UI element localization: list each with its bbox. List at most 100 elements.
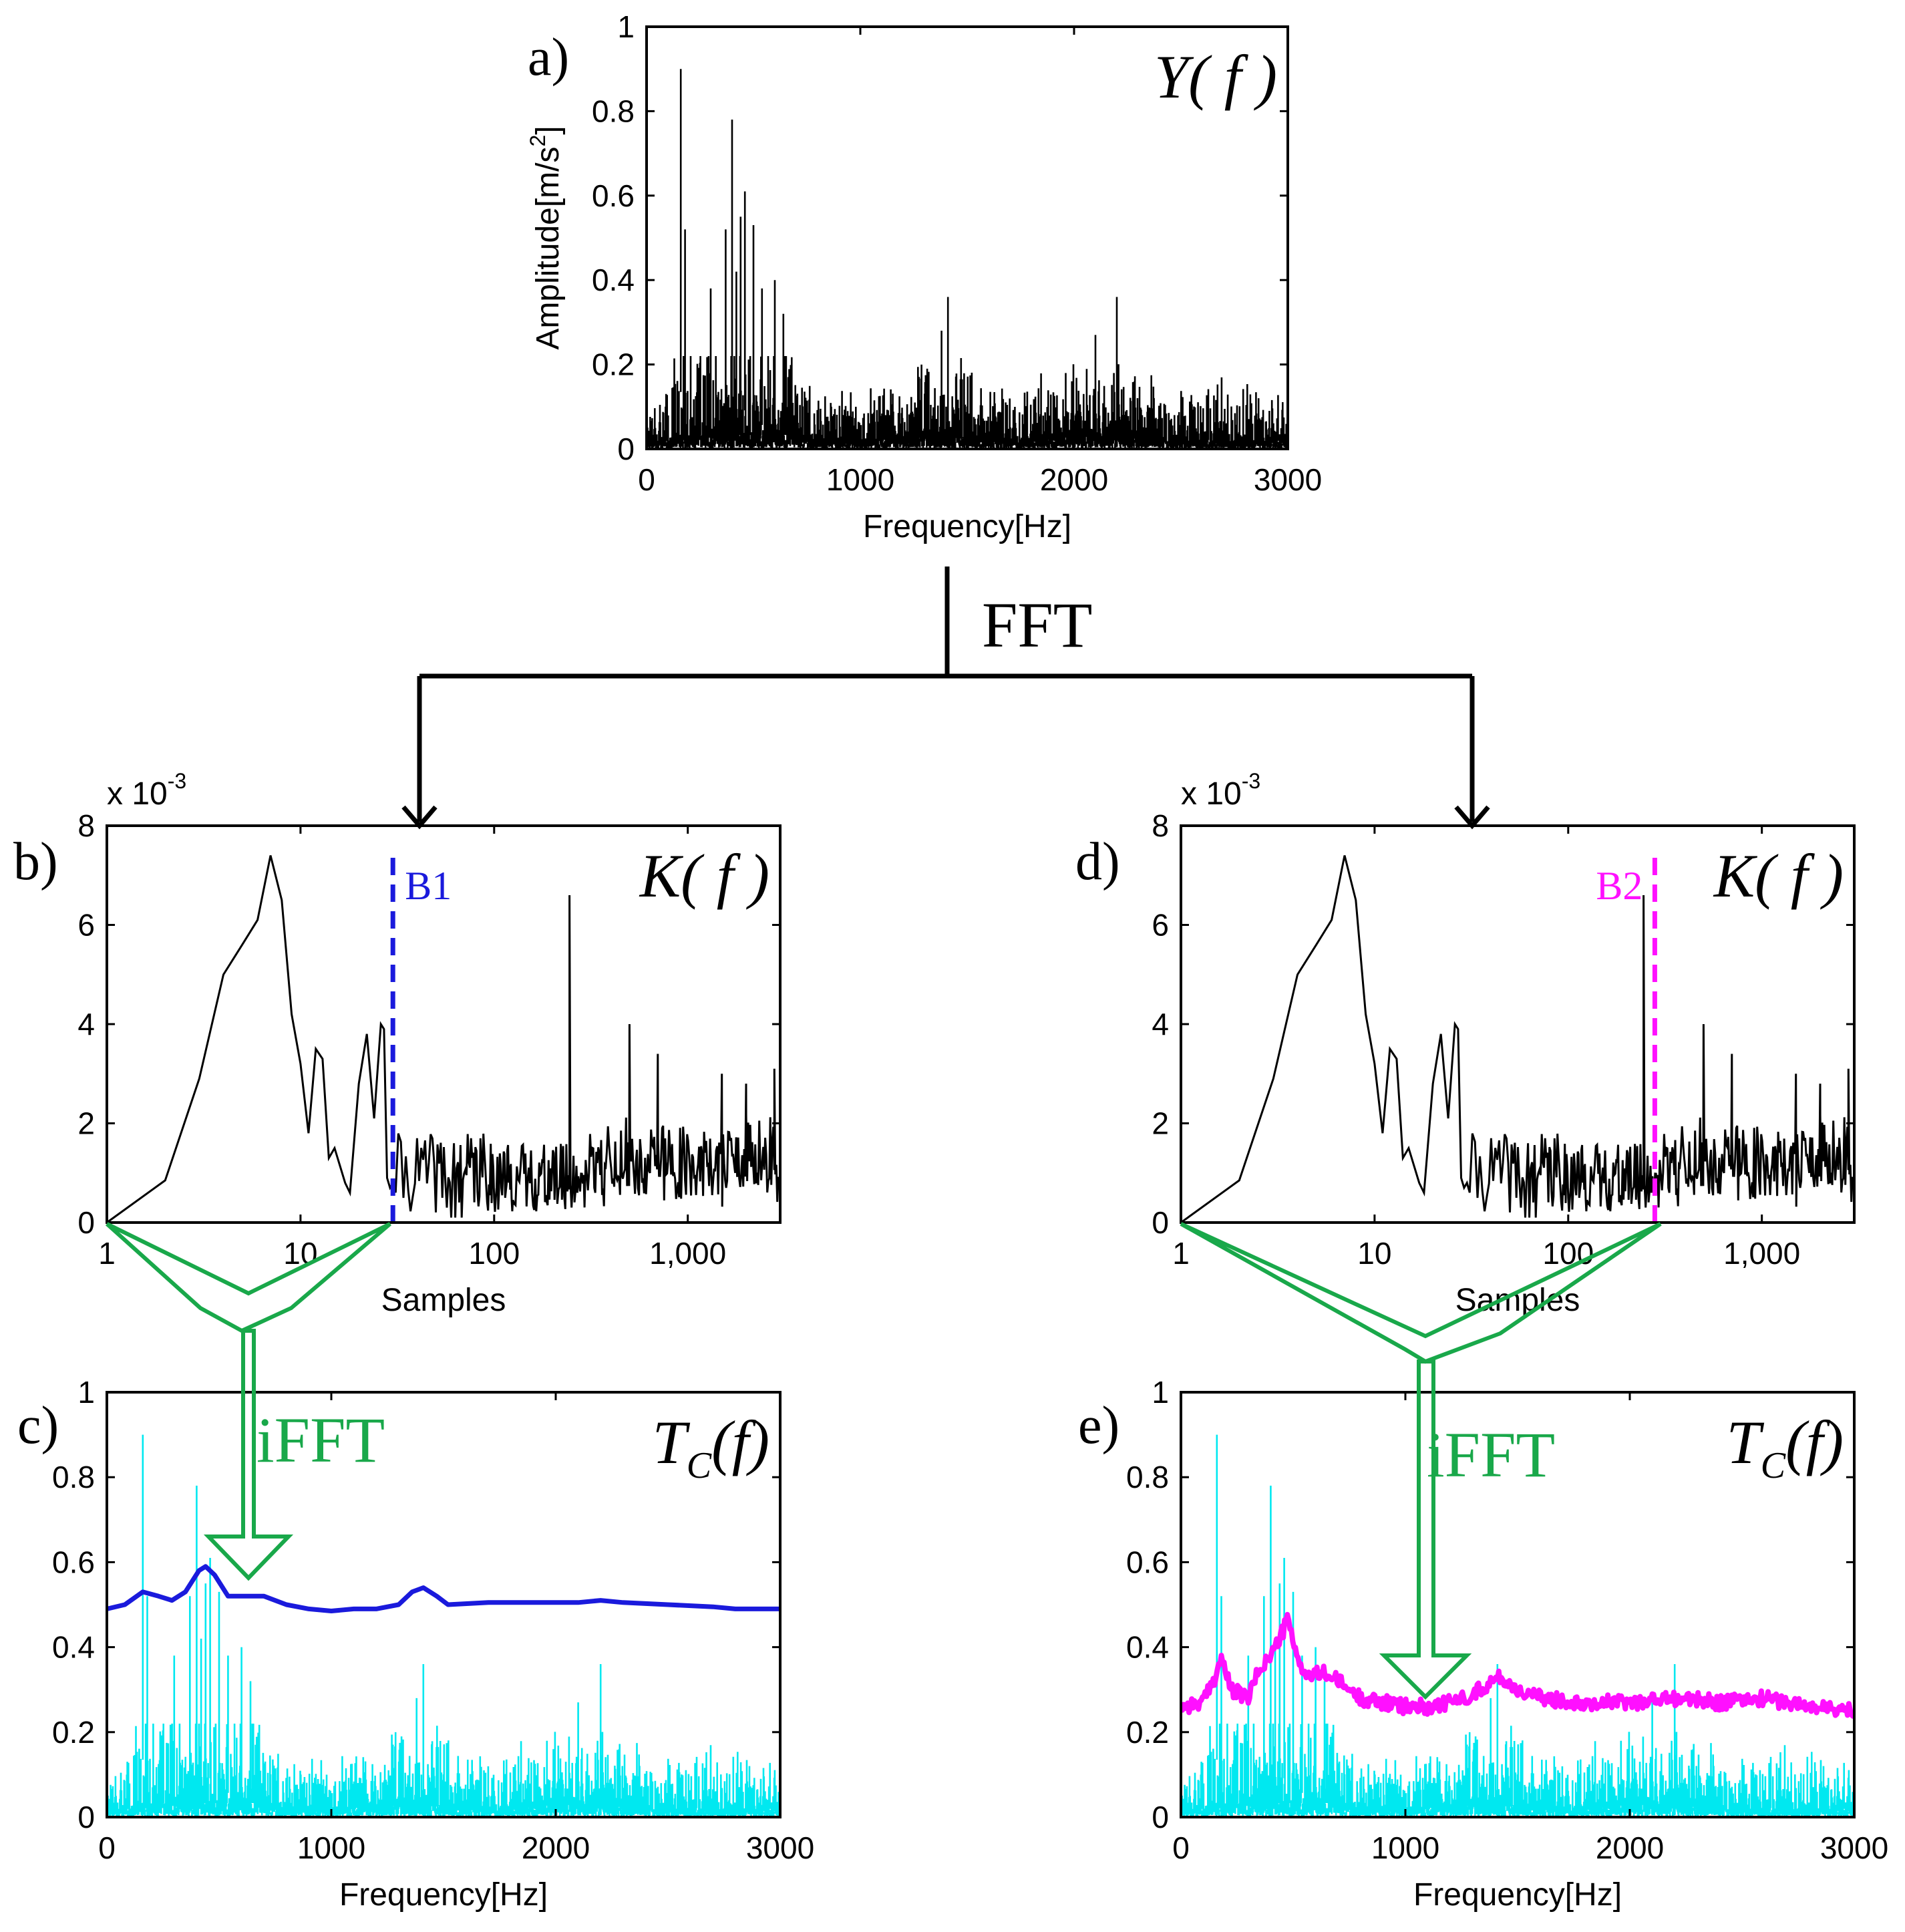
x-tick-label: 2000 (1596, 1830, 1664, 1865)
title-arg: (f) (1785, 1408, 1844, 1476)
kurtosis-series-line (1180, 855, 1856, 1224)
x-tick-label: 100 (468, 1236, 520, 1271)
y-multiplier-exponent: -3 (1242, 769, 1260, 793)
x-axis-label: Frequency[Hz] (863, 509, 1071, 544)
panel-math-title: TC(f) (653, 1408, 769, 1486)
title-subscript: C (1761, 1445, 1786, 1486)
ifft-funnel-right (1180, 1222, 1662, 1364)
y-tick-label: 6 (77, 908, 95, 943)
x-axis-label: Samples (381, 1283, 506, 1318)
title-arg: (f) (711, 1408, 769, 1476)
y-tick-label: 0.2 (592, 347, 635, 382)
x-tick-label: 3000 (746, 1830, 814, 1865)
y-tick-label: 1 (617, 9, 635, 44)
x-tick-label: 3000 (1254, 462, 1322, 497)
y-tick-label: 0.4 (592, 263, 635, 297)
y-tick-label: 6 (1152, 908, 1169, 943)
panel-label: b) (13, 832, 58, 891)
ifft-arrow-left (105, 1222, 391, 1581)
ifft-arrow-right (1180, 1222, 1662, 1700)
x-tick-label: 1000 (826, 462, 894, 497)
band-label: B1 (405, 864, 452, 908)
y-tick-label: 8 (77, 808, 95, 843)
panel-label: a) (528, 28, 569, 87)
ifft-shaft-right (1379, 1359, 1472, 1700)
y-tick-label: 0.6 (1126, 1545, 1169, 1579)
panel-math-title: TC(f) (1727, 1408, 1844, 1486)
x-axis-label: Frequency[Hz] (1413, 1877, 1622, 1913)
panel-math-title: K( f ) (639, 842, 769, 910)
y-tick-label: 0 (77, 1800, 95, 1834)
x-tick-label: 1 (98, 1236, 116, 1271)
y-tick-label: 0.8 (1126, 1460, 1169, 1494)
y-label-main: Amplitude[m/s (530, 147, 566, 350)
plot-frame (106, 1391, 782, 1818)
cyan-spectrum-series (106, 1434, 781, 1816)
x-tick-label: 0 (638, 462, 655, 497)
plot-frame (645, 25, 1289, 450)
x-tick-label: 2000 (1040, 462, 1108, 497)
y-tick-label: 1 (77, 1375, 95, 1410)
ifft-label-right: iFFT (1427, 1419, 1555, 1490)
filtered-series-line (1180, 1611, 1856, 1719)
x-tick-label: 1,000 (649, 1236, 726, 1271)
title-subscript: C (687, 1445, 712, 1486)
y-tick-label: 2 (1152, 1106, 1169, 1141)
plot-frame (1180, 824, 1856, 1224)
y-label-end: ] (530, 126, 566, 134)
y-multiplier-base: x 10 (1181, 776, 1242, 812)
x-tick-label: 0 (1172, 1830, 1190, 1865)
panel-b-kurtosis: B1 1 10 100 1,000 0 2 4 6 8 Samples b) K( f ) x 10-3 (13, 769, 782, 1318)
x-tick-label: 1000 (297, 1830, 365, 1865)
plot-frame (106, 824, 782, 1224)
y-multiplier-exponent: -3 (168, 769, 186, 793)
x-tick-label: 10 (283, 1236, 317, 1271)
panel-math-title: K( f ) (1713, 842, 1844, 910)
y-tick-label: 4 (1152, 1007, 1169, 1041)
y-tick-label: 0.2 (52, 1715, 95, 1750)
x-tick-label: 1,000 (1723, 1236, 1800, 1271)
x-axis-label: Frequency[Hz] (339, 1877, 548, 1913)
y-tick-label: 2 (77, 1106, 95, 1141)
ifft-label-left: iFFT (256, 1404, 385, 1476)
panel-label: e) (1078, 1396, 1119, 1455)
y-tick-label: 1 (1152, 1375, 1169, 1410)
y-tick-label: 0.8 (52, 1460, 95, 1494)
fft-label: FFT (982, 589, 1092, 661)
x-tick-label: 2000 (522, 1830, 590, 1865)
panel-label: d) (1075, 832, 1120, 891)
y-multiplier: x 10-3 (1181, 769, 1260, 812)
x-tick-label: 1 (1172, 1236, 1190, 1271)
band-label: B2 (1596, 864, 1642, 908)
y-tick-label: 0.6 (592, 178, 635, 213)
plot-frame (1180, 1391, 1856, 1818)
y-tick-label: 0 (77, 1205, 95, 1240)
y-tick-label: 0 (617, 432, 635, 466)
x-tick-label: 3000 (1820, 1830, 1888, 1865)
y-tick-label: 0 (1152, 1800, 1169, 1834)
y-tick-label: 0.4 (1126, 1630, 1169, 1665)
panel-label: c) (17, 1396, 59, 1455)
y-tick-label: 4 (77, 1007, 95, 1041)
filtered-series-line (106, 1564, 780, 1613)
y-multiplier-base: x 10 (107, 776, 168, 812)
y-tick-label: 8 (1152, 808, 1169, 843)
spectrum-series-line (645, 69, 1288, 448)
ifft-funnel-left (105, 1222, 391, 1333)
y-tick-label: 0.4 (52, 1630, 95, 1665)
y-label-sup: 2 (526, 135, 550, 147)
title-main: T (1727, 1408, 1765, 1476)
x-tick-label: 100 (1542, 1236, 1594, 1271)
panel-c-filtered: 0 1000 2000 3000 0 0.2 0.4 0.6 0.8 1 Frequency[Hz]… (17, 1375, 814, 1913)
panel-a-spectrum: 0 1000 2000 3000 0 0.2 0.4 0.6 0.8 1 Frequency[Hz]… (526, 9, 1322, 544)
x-tick-label: 10 (1357, 1236, 1391, 1271)
y-axis-label: Amplitude[m/s2] (526, 126, 566, 349)
x-tick-label: 0 (98, 1830, 116, 1865)
title-main: T (653, 1408, 691, 1476)
y-tick-label: 0 (1152, 1205, 1169, 1240)
fft-flow (401, 567, 1490, 830)
x-tick-label: 1000 (1371, 1830, 1439, 1865)
panel-math-title: Y( f ) (1154, 43, 1277, 111)
